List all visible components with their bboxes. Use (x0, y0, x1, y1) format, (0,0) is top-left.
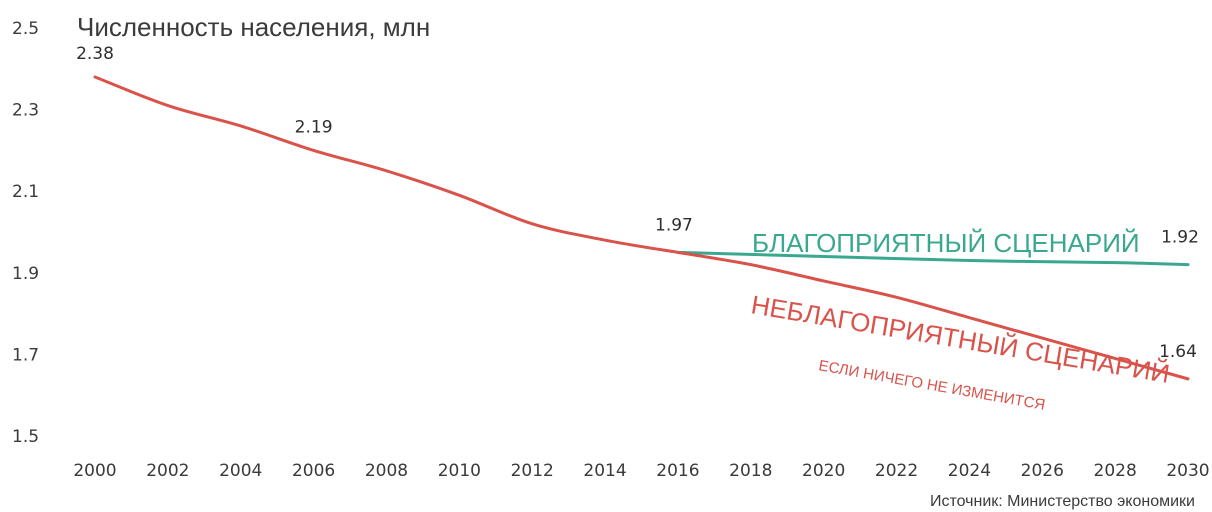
y-axis: 2.5 2.3 2.1 1.9 1.7 1.5 (12, 19, 39, 447)
unfavorable-scenario-note: ЕСЛИ НИЧЕГО НЕ ИЗМЕНИТСЯ (817, 357, 1046, 414)
x-tick-label: 2016 (656, 461, 699, 481)
y-tick-label: 2.3 (12, 101, 39, 121)
x-tick-label: 2010 (438, 461, 481, 481)
x-tick-label: 2004 (219, 461, 262, 481)
x-axis: 2000 2002 2004 2006 2008 2010 2012 2014 2016 2018… (73, 461, 1209, 481)
x-tick-label: 2008 (365, 461, 408, 481)
x-tick-label: 2002 (146, 461, 189, 481)
series-line-unfavorable (676, 250, 1190, 381)
x-tick-label: 2018 (729, 461, 772, 481)
y-tick-label: 2.1 (12, 182, 39, 202)
y-tick-label: 1.5 (12, 427, 39, 447)
x-tick-label: 2020 (802, 461, 845, 481)
data-labels: 2.38 2.19 1.97 1.92 1.64 (76, 44, 1199, 362)
x-tick-label: 2026 (1021, 461, 1064, 481)
data-label: 1.92 (1161, 228, 1199, 248)
x-tick-label: 2024 (948, 461, 991, 481)
x-tick-label: 2022 (875, 461, 918, 481)
series-lines (93, 75, 1190, 381)
data-label: 2.19 (295, 117, 333, 137)
x-tick-label: 2000 (73, 461, 116, 481)
y-tick-label: 1.9 (12, 264, 39, 284)
data-label: 1.64 (1159, 342, 1197, 362)
unfavorable-scenario-label: НЕБЛАГОПРИЯТНЫЙ СЦЕНАРИЙ (749, 289, 1172, 389)
y-tick-label: 2.5 (12, 19, 39, 39)
data-label: 1.97 (655, 215, 693, 235)
data-label: 2.38 (76, 44, 114, 64)
x-tick-label: 2028 (1094, 461, 1137, 481)
series-line-history (93, 75, 680, 254)
x-tick-label: 2012 (511, 461, 554, 481)
favorable-scenario-label: БЛАГОПРИЯТНЫЙ СЦЕНАРИЙ (752, 228, 1140, 258)
x-tick-label: 2014 (583, 461, 626, 481)
x-tick-label: 2030 (1166, 461, 1209, 481)
x-tick-label: 2006 (292, 461, 335, 481)
series-line-favorable (676, 250, 1190, 267)
y-tick-label: 1.7 (12, 345, 39, 365)
chart-title: Численность населения, млн (77, 12, 430, 42)
source-note: Источник: Министерство экономики (930, 493, 1195, 510)
